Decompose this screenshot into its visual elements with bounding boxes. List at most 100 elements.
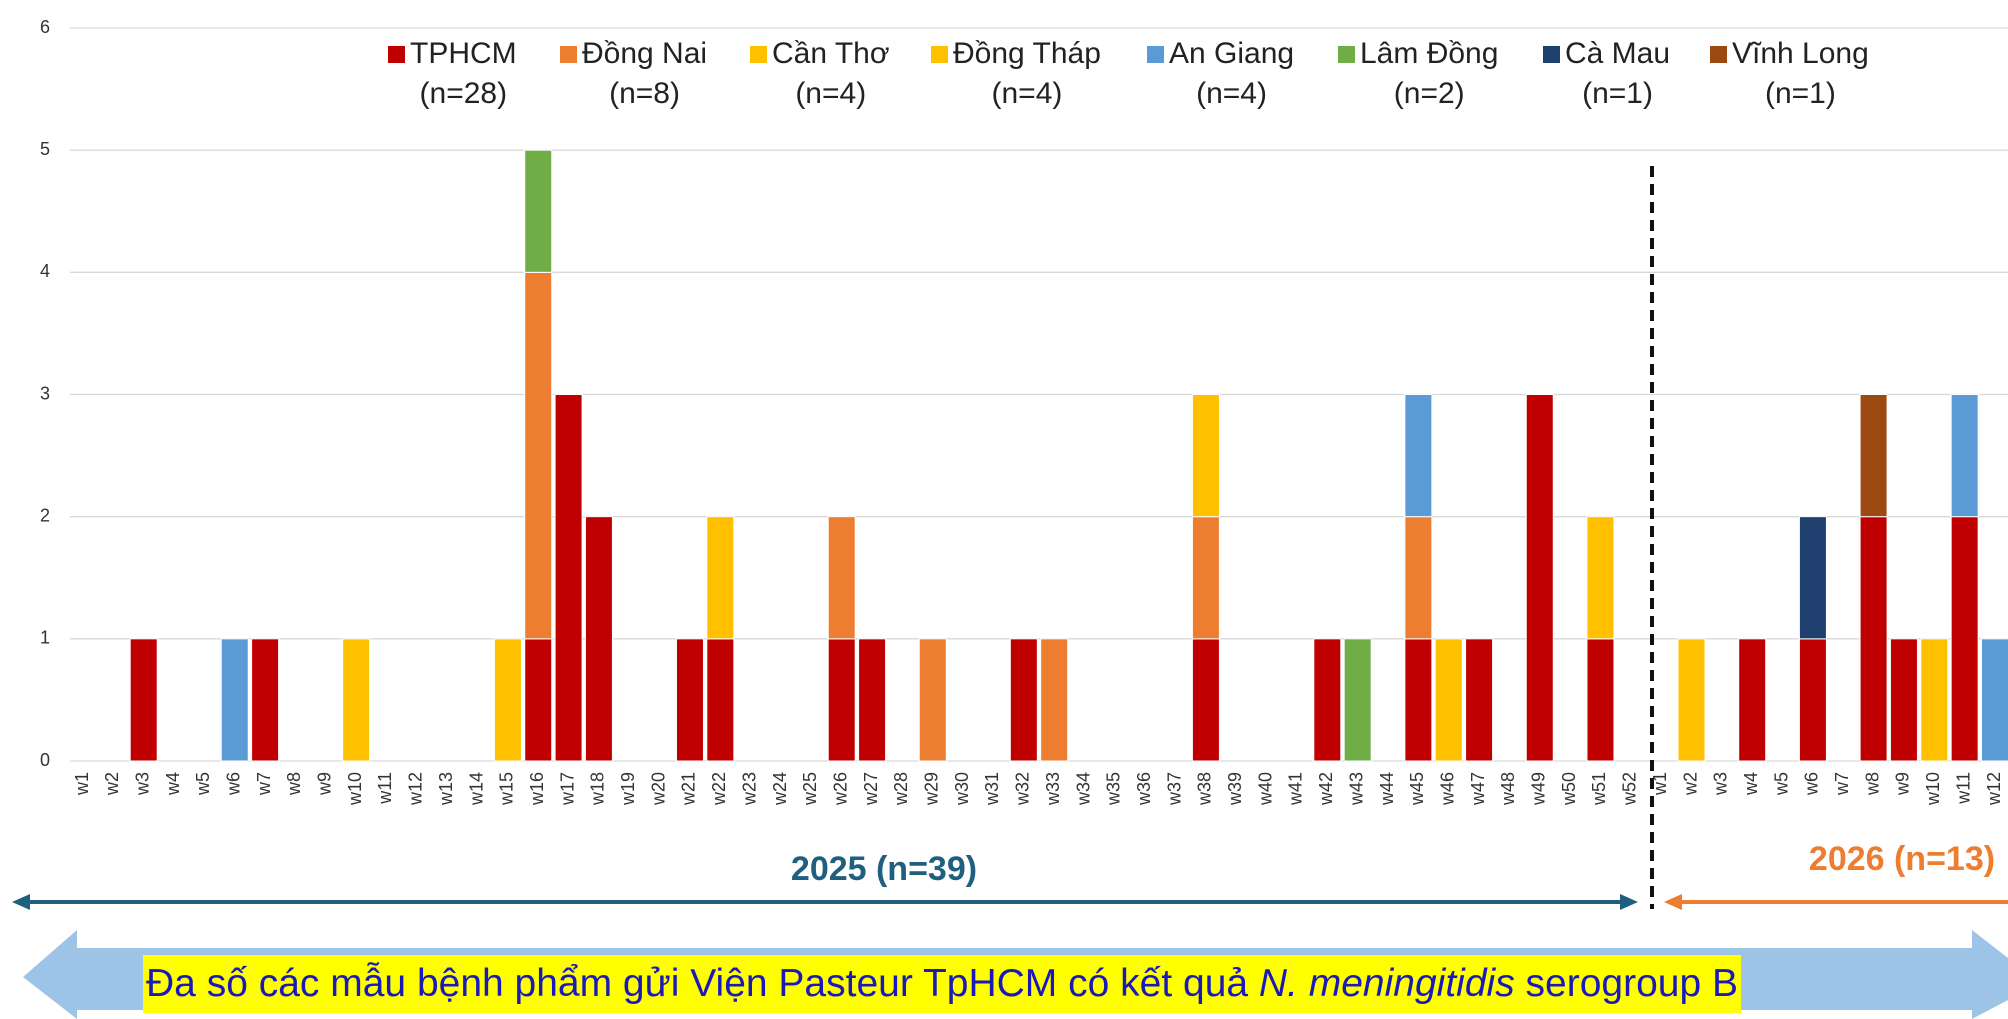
legend-label: Cà Mau — [1565, 37, 1670, 70]
legend-count: (n=28) — [420, 77, 508, 110]
x-tick-label: w48 — [1498, 772, 1518, 806]
bar-segment — [1951, 395, 1978, 517]
year-arrow-2026 — [1664, 894, 2008, 910]
bar-segment — [1314, 639, 1341, 761]
x-tick-label: w12 — [1984, 772, 2004, 806]
banner-italic: N. meningitidis — [1259, 962, 1515, 1005]
bar-segment — [1739, 639, 1766, 761]
x-tick-label: w49 — [1529, 772, 1549, 806]
x-tick-label: w10 — [1923, 772, 1943, 806]
legend-count: (n=1) — [1765, 77, 1836, 110]
x-tick-label: w35 — [1104, 772, 1124, 806]
bars — [130, 150, 2008, 761]
y-tick-label: 5 — [40, 139, 50, 159]
bar-segment — [1799, 639, 1826, 761]
bar-segment — [1921, 639, 1948, 761]
legend-label: TPHCM — [410, 37, 517, 70]
x-tick-label: w50 — [1559, 772, 1579, 806]
bar-segment — [555, 395, 582, 762]
x-tick-label: w2 — [1680, 772, 1700, 796]
x-tick-label: w15 — [497, 772, 517, 806]
x-tick-label: w43 — [1346, 772, 1366, 806]
bar-segment — [1405, 517, 1432, 639]
x-tick-label: w1 — [1650, 772, 1670, 796]
chart: 2025 (n=39) 2026 (n=13) 0123456w1w2w3w4w… — [0, 0, 2008, 1019]
legend-count: (n=2) — [1394, 77, 1465, 110]
legend-marker — [388, 46, 405, 63]
bar-segment — [1435, 639, 1462, 761]
bar-segment — [525, 272, 552, 639]
bar-segment — [252, 639, 279, 761]
x-tick-label: w7 — [254, 772, 274, 796]
y-tick-label: 3 — [40, 383, 50, 403]
bar-segment — [1192, 639, 1219, 761]
bar-segment — [1799, 517, 1826, 639]
legend-label: An Giang — [1169, 37, 1294, 70]
bar-segment — [1405, 395, 1432, 517]
x-tick-label: w6 — [1802, 772, 1822, 796]
legend-label: Đồng Tháp — [953, 37, 1101, 70]
legend-count: (n=8) — [609, 77, 680, 110]
x-tick-label: w22 — [709, 772, 729, 806]
x-tick-label: w24 — [770, 772, 790, 806]
x-tick-label: w4 — [1741, 772, 1761, 796]
x-tick-label: w23 — [739, 772, 759, 806]
x-tick-label: w36 — [1134, 772, 1154, 806]
x-tick-label: w17 — [557, 772, 577, 806]
x-tick-label: w4 — [163, 772, 183, 796]
x-tick-label: w38 — [1195, 772, 1215, 806]
page: 2025 (n=39) 2026 (n=13) 0123456w1w2w3w4w… — [0, 0, 2008, 1019]
legend-marker — [750, 46, 767, 63]
x-tick-label: w37 — [1164, 772, 1184, 806]
x-tick-label: w44 — [1377, 772, 1397, 806]
bar-segment — [828, 639, 855, 761]
bar-segment — [1860, 395, 1887, 517]
x-tick-label: w14 — [466, 772, 486, 806]
x-tick-label: w33 — [1043, 772, 1063, 806]
legend-label: Cần Thơ — [772, 37, 890, 70]
x-tick-label: w21 — [679, 772, 699, 806]
legend-marker — [1543, 46, 1560, 63]
bar-segment — [1405, 639, 1432, 761]
bar-segment — [1678, 639, 1705, 761]
x-tick-label: w39 — [1225, 772, 1245, 806]
x-tick-label: w29 — [922, 772, 942, 806]
bar-segment — [494, 639, 521, 761]
bar-segment — [1192, 517, 1219, 639]
bar-segment — [707, 639, 734, 761]
bar-segment — [1587, 639, 1614, 761]
bar-segment — [1860, 517, 1887, 761]
bar-segment — [828, 517, 855, 639]
x-tick-label: w1 — [72, 772, 92, 796]
x-tick-label: w41 — [1286, 772, 1306, 806]
bar-segment — [1951, 517, 1978, 761]
y-tick-label: 2 — [40, 505, 50, 525]
x-tick-label: w34 — [1073, 772, 1093, 806]
annotation-2026: 2026 (n=13) — [1809, 840, 1995, 878]
x-tick-label: w8 — [284, 772, 304, 796]
x-tick-label: w9 — [1893, 772, 1913, 796]
x-tick-label: w2 — [102, 772, 122, 796]
bar-segment — [1041, 639, 1068, 761]
bar-segment — [1526, 395, 1553, 762]
x-tick-label: w20 — [648, 772, 668, 806]
x-tick-label: w30 — [952, 772, 972, 806]
legend-marker — [931, 46, 948, 63]
bar-segment — [1192, 395, 1219, 517]
legend-label: Lâm Đồng — [1360, 37, 1498, 70]
legend-count: (n=4) — [1196, 77, 1267, 110]
x-tick-label: w32 — [1013, 772, 1033, 806]
bar-segment — [919, 639, 946, 761]
bar-segment — [525, 639, 552, 761]
bar-segment — [1344, 639, 1371, 761]
x-tick-label: w40 — [1255, 772, 1275, 806]
x-tick-label: w6 — [223, 772, 243, 796]
legend-marker — [1147, 46, 1164, 63]
x-tick-label: w31 — [982, 772, 1002, 806]
x-tick-label: w11 — [1953, 772, 1973, 805]
bar-segment — [707, 517, 734, 639]
bar-segment — [585, 517, 612, 761]
bar-segment — [676, 639, 703, 761]
bar-segment — [859, 639, 886, 761]
y-tick-label: 1 — [40, 628, 50, 648]
